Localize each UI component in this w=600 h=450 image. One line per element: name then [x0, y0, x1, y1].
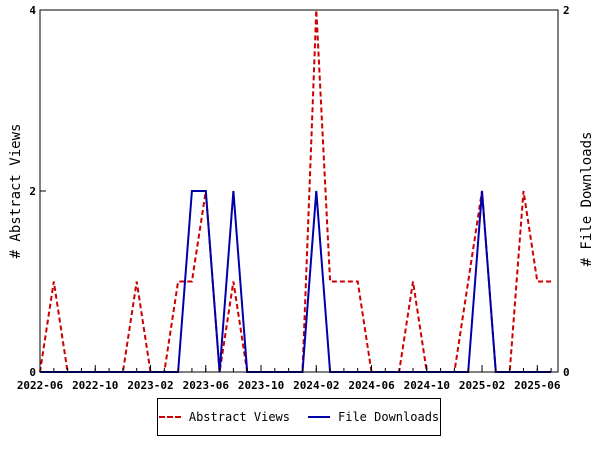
x-tick-label: 2023-10: [238, 379, 284, 392]
y-left-tick-label: 2: [29, 185, 36, 198]
legend-label-abstract-views: Abstract Views: [188, 410, 290, 424]
legend: Abstract Views File Downloads: [157, 398, 441, 436]
y-right-tick-label: 0: [563, 366, 570, 379]
x-tick-label: 2024-06: [348, 379, 395, 392]
legend-swatch-file-downloads: [308, 416, 330, 418]
x-tick-label: 2024-02: [293, 379, 339, 392]
x-tick-label: 2025-06: [514, 379, 561, 392]
x-tick-label: 2025-02: [459, 379, 505, 392]
legend-item-file-downloads: File Downloads: [308, 410, 439, 424]
y-axis-right-title: # File Downloads: [579, 132, 595, 267]
y-left-tick-label: 0: [29, 366, 36, 379]
x-tick-label: 2023-02: [127, 379, 173, 392]
legend-swatch-abstract-views: [158, 416, 181, 418]
y-left-tick-label: 4: [29, 4, 36, 17]
y-right-tick-label: 2: [563, 4, 570, 17]
y-axis-left-title: # Abstract Views: [8, 124, 24, 259]
x-tick-label: 2022-10: [72, 379, 118, 392]
plot-frame: [39, 9, 559, 373]
x-tick-label: 2024-10: [404, 379, 450, 392]
x-tick-label: 2022-06: [17, 379, 64, 392]
legend-label-file-downloads: File Downloads: [338, 410, 440, 424]
legend-item-abstract-views: Abstract Views: [158, 410, 290, 424]
series-line-abstract-views: [39, 9, 552, 373]
x-tick-label: 2023-06: [183, 379, 230, 392]
series-line-file-downloads: [40, 190, 552, 373]
